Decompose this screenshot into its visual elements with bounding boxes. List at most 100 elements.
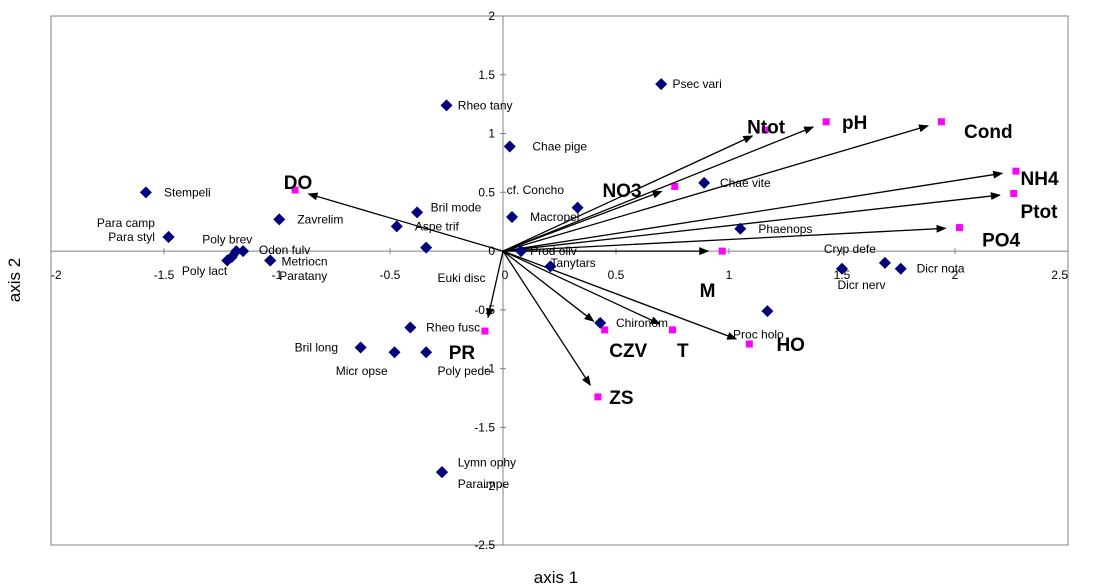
env-arrow [502,135,754,252]
env-label: Cond [964,122,1013,143]
species-label: Cryp defe [824,242,876,256]
species-label: Rheo fusc [426,321,480,335]
species-point [894,262,907,275]
y-tick-label: 0 [488,244,495,258]
species-label: Dicr nota [917,262,965,276]
species-label: cf. Concho [507,183,565,197]
env-label: PR [449,343,476,364]
env-arrow [502,224,947,252]
env-point [1010,190,1018,198]
species-point [594,316,607,329]
x-tick-label: -1.5 [154,268,175,282]
env-point [822,118,830,126]
species-point [503,140,516,153]
species-label: Paratany [279,269,327,283]
species-point [836,262,848,275]
species-point [273,213,286,226]
species-point [162,231,175,244]
species-label: Paraimpe [458,477,510,491]
species-label: Micr opse [336,364,388,378]
env-point [761,126,769,134]
species-label: Psec vari [673,77,722,91]
y-tick-label: 0.5 [478,185,495,199]
y-tick-label: -0.5 [474,303,495,317]
species-label: Euki disc [437,271,485,285]
env-label: ZS [609,388,633,409]
x-tick-label: -1 [272,268,283,282]
env-point [291,186,299,194]
species-point [440,99,453,112]
species-label: Poly pede [437,364,491,378]
species-point [544,260,557,273]
species-point [761,305,774,318]
env-arrow [502,250,738,340]
y-tick-label: 2 [488,9,495,23]
species-point [354,341,367,354]
env-label: M [700,281,716,302]
env-label: T [677,341,689,362]
env-label: Ntot [747,118,786,139]
species-point [655,78,668,91]
env-arrow [502,250,591,386]
y-tick-label: -1.5 [474,420,495,434]
x-tick-label: -0.5 [380,268,401,282]
env-point [718,247,726,255]
env-label: HO [776,335,805,356]
species-label: Chae pige [532,139,587,153]
env-point [745,340,753,348]
env-label: Ptot [1021,202,1059,223]
env-point [671,182,679,190]
env-label: NO3 [602,181,641,202]
x-tick-label: 0 [502,268,509,282]
x-tick-label: 1 [726,268,733,282]
x-tick-label: 2 [952,268,959,282]
species-label: Metriocn [282,255,328,269]
env-arrow [307,192,504,252]
species-label: Poly brev [202,232,252,246]
y-tick-label: -2.5 [474,538,495,552]
env-arrow [502,250,661,325]
species-point [388,346,401,359]
x-tick-label: 0.5 [608,268,625,282]
species-label: Odon fulv [259,243,310,257]
species-label: Para styl [108,230,155,244]
species-label: Chae vite [720,176,771,190]
env-point [669,326,676,334]
species-label: Macropel [530,210,579,224]
env-arrow [502,124,929,252]
env-label: PO4 [982,230,1020,251]
species-point [139,186,152,199]
species-point [404,321,417,334]
species-point [264,254,277,267]
x-tick-label: 1.5 [834,268,851,282]
y-tick-label: 1 [488,127,495,141]
species-label: Rheo tany [458,98,513,112]
env-point [601,326,609,334]
axes: -2 -1.5 -1 -0.5 0 0.5 1 1.5 2 2.5 2 1.5 1 0.5 0 -0.5 -1 -… [50,9,1069,552]
env-point [956,224,964,232]
species-point [435,466,448,479]
species-label: Prod oliv [530,244,577,258]
species-label: Tanytars [550,256,595,270]
species-point [225,250,238,263]
species-point [571,201,584,214]
species-point [420,346,433,359]
env-point [937,118,945,126]
env-point [594,393,602,401]
species-label: Para camp [97,216,155,230]
env-arrow [502,126,815,252]
y-tick-label: -2 [484,479,495,493]
species-point [698,176,711,189]
species-label: Stempeli [164,185,211,199]
x-axis-title: axis 1 [534,568,578,585]
species-point [734,222,747,235]
species-point [420,241,433,254]
env-label: pH [842,113,867,134]
species-label: Bril mode [431,201,482,215]
species-points [139,78,907,479]
species-point [390,220,403,233]
species-point [411,206,424,219]
species-point [878,256,891,269]
